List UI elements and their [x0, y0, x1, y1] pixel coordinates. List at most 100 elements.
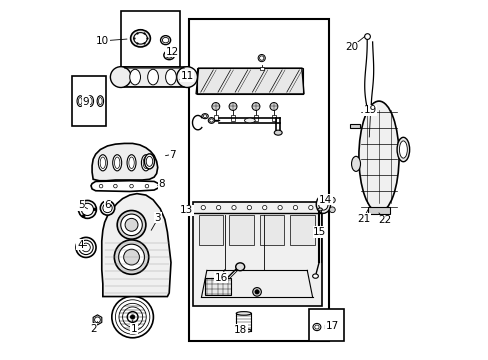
Polygon shape	[91, 181, 159, 192]
Text: 7: 7	[169, 150, 176, 160]
Circle shape	[94, 317, 100, 323]
Circle shape	[119, 303, 146, 330]
Circle shape	[293, 206, 297, 210]
Text: 8: 8	[159, 179, 165, 189]
Ellipse shape	[128, 157, 134, 168]
Ellipse shape	[312, 323, 320, 330]
Bar	[192, 202, 321, 306]
Ellipse shape	[147, 69, 158, 85]
Circle shape	[82, 202, 85, 204]
Polygon shape	[93, 315, 102, 325]
Text: 12: 12	[165, 46, 178, 57]
Circle shape	[117, 211, 145, 239]
Text: 3: 3	[154, 213, 161, 222]
Circle shape	[228, 103, 237, 111]
Circle shape	[123, 249, 139, 265]
Circle shape	[262, 206, 266, 210]
Bar	[271, 116, 276, 121]
Circle shape	[326, 325, 330, 329]
Bar	[253, 116, 258, 121]
Ellipse shape	[314, 325, 319, 329]
Bar	[72, 76, 105, 126]
Ellipse shape	[236, 329, 251, 332]
Text: 22: 22	[378, 215, 391, 225]
Circle shape	[81, 203, 93, 216]
Ellipse shape	[88, 98, 92, 105]
Ellipse shape	[144, 154, 154, 169]
Ellipse shape	[143, 157, 148, 168]
Ellipse shape	[202, 114, 208, 119]
Circle shape	[79, 240, 93, 255]
Ellipse shape	[176, 67, 197, 87]
Circle shape	[114, 240, 148, 274]
Text: 2: 2	[90, 324, 96, 334]
Text: 16: 16	[214, 273, 227, 283]
Ellipse shape	[99, 98, 102, 105]
Bar	[259, 67, 264, 69]
Ellipse shape	[316, 195, 330, 213]
Bar	[197, 68, 303, 94]
Circle shape	[76, 237, 96, 257]
Text: 21: 21	[356, 214, 369, 224]
Text: 17: 17	[325, 321, 338, 331]
Bar	[260, 215, 284, 245]
Ellipse shape	[208, 118, 214, 123]
Ellipse shape	[358, 101, 398, 212]
Bar	[188, 19, 328, 341]
Bar	[213, 116, 218, 121]
Text: 5: 5	[78, 200, 84, 210]
Circle shape	[247, 206, 251, 210]
Ellipse shape	[98, 155, 107, 171]
Ellipse shape	[110, 67, 131, 87]
Polygon shape	[102, 194, 171, 297]
Ellipse shape	[274, 130, 282, 135]
Circle shape	[364, 34, 369, 40]
Ellipse shape	[87, 96, 93, 107]
Circle shape	[252, 288, 261, 296]
Ellipse shape	[396, 137, 409, 162]
Text: 9: 9	[82, 97, 89, 107]
Circle shape	[93, 208, 96, 211]
Circle shape	[119, 244, 144, 270]
Text: 15: 15	[312, 227, 326, 237]
Ellipse shape	[209, 119, 213, 122]
Circle shape	[145, 184, 148, 188]
Circle shape	[216, 206, 220, 210]
Circle shape	[121, 214, 142, 235]
Ellipse shape	[129, 69, 140, 85]
Text: 18: 18	[234, 325, 247, 335]
Ellipse shape	[165, 52, 172, 58]
Bar	[199, 215, 223, 245]
Circle shape	[258, 54, 265, 62]
Ellipse shape	[130, 30, 150, 47]
Circle shape	[127, 312, 138, 322]
Circle shape	[82, 215, 85, 217]
Circle shape	[254, 290, 259, 294]
Text: 19: 19	[363, 105, 376, 115]
Ellipse shape	[363, 147, 373, 154]
Ellipse shape	[100, 157, 105, 168]
Circle shape	[329, 207, 335, 213]
Ellipse shape	[162, 37, 168, 43]
Ellipse shape	[399, 141, 407, 158]
Ellipse shape	[318, 199, 327, 210]
Text: 10: 10	[96, 36, 109, 46]
Ellipse shape	[165, 69, 176, 85]
Circle shape	[241, 328, 246, 333]
Circle shape	[113, 184, 117, 188]
Circle shape	[102, 203, 112, 213]
Circle shape	[277, 206, 282, 210]
Circle shape	[81, 243, 90, 252]
Text: 20: 20	[345, 42, 358, 52]
Ellipse shape	[78, 98, 82, 105]
Circle shape	[100, 201, 115, 215]
Circle shape	[122, 307, 142, 327]
Ellipse shape	[114, 157, 120, 168]
Ellipse shape	[146, 156, 152, 166]
Polygon shape	[325, 323, 331, 331]
Bar	[308, 309, 344, 341]
Ellipse shape	[77, 96, 83, 107]
Ellipse shape	[244, 118, 255, 123]
Circle shape	[130, 315, 135, 319]
Bar	[229, 215, 253, 245]
